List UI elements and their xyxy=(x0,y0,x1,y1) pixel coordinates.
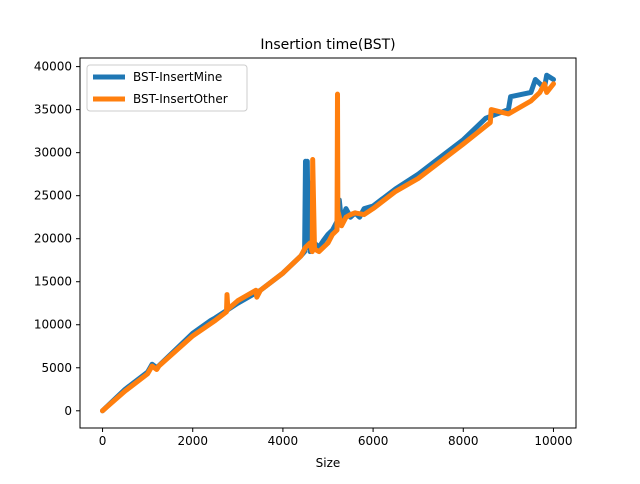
y-tick-label: 35000 xyxy=(34,103,72,117)
legend-label: BST-InsertOther xyxy=(133,92,228,106)
y-tick-label: 10000 xyxy=(34,318,72,332)
legend-box xyxy=(86,64,248,112)
y-tick-label: 40000 xyxy=(34,60,72,74)
x-tick-label: 6000 xyxy=(358,434,389,448)
chart-title: Insertion time(BST) xyxy=(260,37,395,53)
x-tick-label: 8000 xyxy=(448,434,479,448)
plot-area xyxy=(100,72,556,414)
x-tick-label: 0 xyxy=(99,434,107,448)
y-tick-label: 0 xyxy=(64,404,72,418)
y-tick-label: 20000 xyxy=(34,232,72,246)
x-tick-label: 10000 xyxy=(534,434,572,448)
axes-frame xyxy=(79,57,577,429)
y-tick-label: 30000 xyxy=(34,146,72,160)
legend-label: BST-InsertMine xyxy=(133,70,222,84)
series-line-bst-insertother xyxy=(100,81,556,414)
series-layer xyxy=(100,72,556,414)
y-tick-label: 5000 xyxy=(41,361,72,375)
y-tick-label: 15000 xyxy=(34,275,72,289)
legend: BST-InsertMine BST-InsertOther xyxy=(86,64,248,112)
y-axis: 0 5000 10000 15000 20000 25000 30000 35000 40000 xyxy=(34,60,80,418)
x-tick-label: 4000 xyxy=(268,434,299,448)
x-axis-label: Size xyxy=(316,456,341,470)
y-tick-label: 25000 xyxy=(34,189,72,203)
x-tick-label: 2000 xyxy=(177,434,208,448)
x-axis: 0 2000 4000 6000 8000 10000 xyxy=(99,428,573,448)
